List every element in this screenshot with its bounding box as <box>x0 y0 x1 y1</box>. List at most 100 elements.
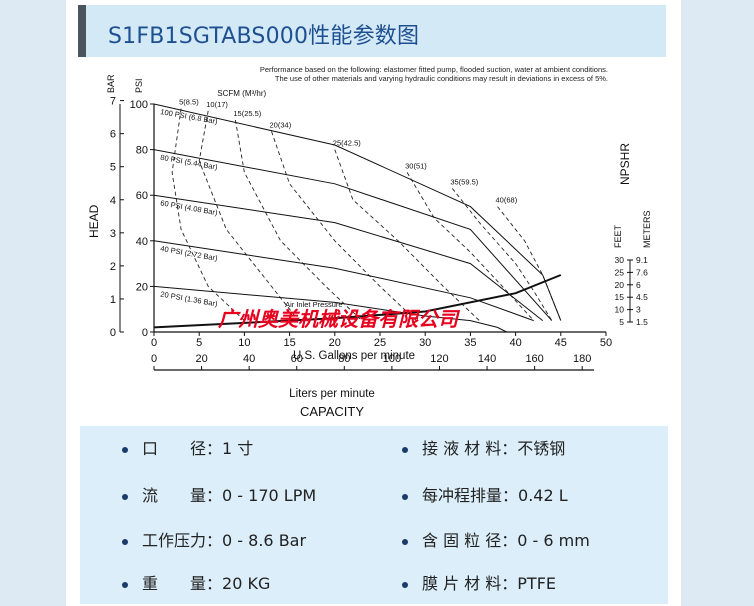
npshr-meter-label: 6 <box>636 280 641 290</box>
npshr-meter-label: 7.6 <box>636 267 648 277</box>
liters-tick-label: 140 <box>478 353 496 365</box>
psi-tick-label: 40 <box>136 236 148 248</box>
npshr-label: NPSHR <box>618 143 632 185</box>
bar-tick-label: 6 <box>110 129 116 141</box>
psi-tick-label: 80 <box>136 145 148 157</box>
spec-sep: ： <box>206 531 223 550</box>
spec-sep: ： <box>206 574 223 593</box>
liters-tick-label: 60 <box>291 353 303 365</box>
spec-diaphragm: 膜 片 材 料：PTFE <box>402 570 556 594</box>
spec-sep: ： <box>501 531 518 550</box>
liters-axis-label: Liters per minute <box>289 388 375 400</box>
npshr-feet-label: 15 <box>615 292 625 302</box>
pressure-curve-label: 80 PSI (5.44 Bar) <box>160 153 219 172</box>
bar-tick-label: 4 <box>110 195 116 207</box>
spec-pressure: 工作压力：0 - 8.6 Bar <box>122 527 306 551</box>
pressure-curve <box>153 194 544 321</box>
air-consumption-label: 10(17) <box>206 100 228 109</box>
x-tick-label: 45 <box>555 337 567 349</box>
bullet <box>122 581 128 588</box>
bar-tick-label: 7 <box>110 96 116 108</box>
npshr-meter-label: 4.5 <box>636 292 648 302</box>
spec-label: 接 液 材 料 <box>422 439 502 458</box>
x-tick-label: 5 <box>196 337 202 349</box>
bullet <box>402 538 408 545</box>
bar-tick-label: 1 <box>110 294 116 306</box>
spec-weight: 重 量：20 KG <box>122 570 270 594</box>
liters-tick-label: 80 <box>338 353 350 365</box>
bar-tick-label: 0 <box>110 327 116 339</box>
air-consumption-curve <box>334 149 480 321</box>
scfm-label: SCFM (M³/hr) <box>217 89 266 98</box>
air-consumption-label: 35(59.5) <box>450 177 478 186</box>
spec-value: 20 KG <box>222 574 271 593</box>
spec-label: 含 固 粒 径 <box>422 531 502 550</box>
spec-solids: 含 固 粒 径：0 - 6 mm <box>402 527 590 551</box>
spec-value: 不锈钢 <box>517 439 566 458</box>
spec-value: 1 寸 <box>222 439 254 458</box>
psi-tick-label: 0 <box>142 327 148 339</box>
pressure-curve <box>153 149 553 321</box>
psi-tick-label: 100 <box>130 99 148 111</box>
head-label: HEAD <box>87 204 101 238</box>
spec-value: 0 - 6 mm <box>517 531 590 550</box>
pressure-curve-label: 100 PSI (6.8 Bar) <box>160 107 219 126</box>
spec-flow: 流 量：0 - 170 LPM <box>122 482 316 506</box>
x-tick-label: 10 <box>238 337 250 349</box>
air-consumption-curve <box>171 108 245 321</box>
spec-label: 工作压力 <box>142 531 207 550</box>
liters-tick-label: 120 <box>430 353 448 365</box>
spec-wetted-material: 接 液 材 料：不锈钢 <box>402 435 565 459</box>
npshr-feet-label: 5 <box>619 317 624 327</box>
page-title: S1FB1SGTABS000性能参数图 <box>108 24 420 49</box>
spec-label: 膜 片 材 料 <box>422 574 502 593</box>
liters-tick-label: 20 <box>195 353 207 365</box>
note-line-1: Performance based on the following: elas… <box>260 65 608 74</box>
liters-tick-label: 100 <box>383 353 401 365</box>
pressure-curve-label: 20 PSI (1.36 Bar) <box>160 290 219 309</box>
npshr-feet-label: 10 <box>615 305 625 315</box>
x-tick-label: 25 <box>374 337 386 349</box>
pressure-curve <box>153 103 562 321</box>
liters-tick-label: 0 <box>151 353 157 365</box>
psi-unit-label: PSI <box>134 78 144 93</box>
spec-sep: ： <box>501 439 518 458</box>
x-axis-label: U.S. Gallons per minute <box>293 350 415 362</box>
npshr-feet-label: 25 <box>615 267 625 277</box>
npshr-curve-label: Air Inlet Pressure <box>285 300 343 309</box>
x-tick-label: 20 <box>329 337 341 349</box>
npshr-curve <box>153 274 562 329</box>
npshr-meter-label: 9.1 <box>636 255 648 265</box>
title-accent <box>78 5 86 57</box>
air-consumption-curve <box>406 172 535 321</box>
spec-value: 0 - 170 LPM <box>222 486 317 505</box>
npshr-meter-label: 3 <box>636 305 641 315</box>
x-tick-label: 40 <box>509 337 521 349</box>
air-consumption-label: 30(51) <box>405 161 427 170</box>
air-consumption-label: 15(25.5) <box>233 109 261 118</box>
x-tick-label: 35 <box>464 337 476 349</box>
bullet <box>122 446 128 453</box>
air-consumption-curve <box>497 206 562 321</box>
bar-tick-label: 2 <box>110 261 116 273</box>
psi-tick-label: 60 <box>136 190 148 202</box>
air-consumption-curve <box>271 131 417 321</box>
spec-sep: ： <box>206 439 223 458</box>
bar-unit-label: BAR <box>106 74 116 93</box>
bullet <box>402 446 408 453</box>
spec-displacement: 每冲程排量：0.42 L <box>402 482 568 506</box>
air-consumption-curve <box>234 119 363 321</box>
watermark: 广州奥美机械设备有限公司 <box>218 307 461 331</box>
spec-sep: ： <box>501 574 518 593</box>
npshr-feet-label: 30 <box>615 255 625 265</box>
capacity-label: CAPACITY <box>300 404 364 419</box>
psi-tick-label: 20 <box>136 281 148 293</box>
spec-label: 每冲程排量 <box>422 486 503 505</box>
npshr-feet-label: 20 <box>615 280 625 290</box>
spec-label: 流 量 <box>142 486 207 505</box>
air-consumption-curve <box>451 188 553 321</box>
x-tick-label: 15 <box>283 337 295 349</box>
spec-sep: ： <box>206 486 223 505</box>
air-consumption-label: 40(68) <box>496 196 518 205</box>
bar-tick-label: 3 <box>110 228 116 240</box>
